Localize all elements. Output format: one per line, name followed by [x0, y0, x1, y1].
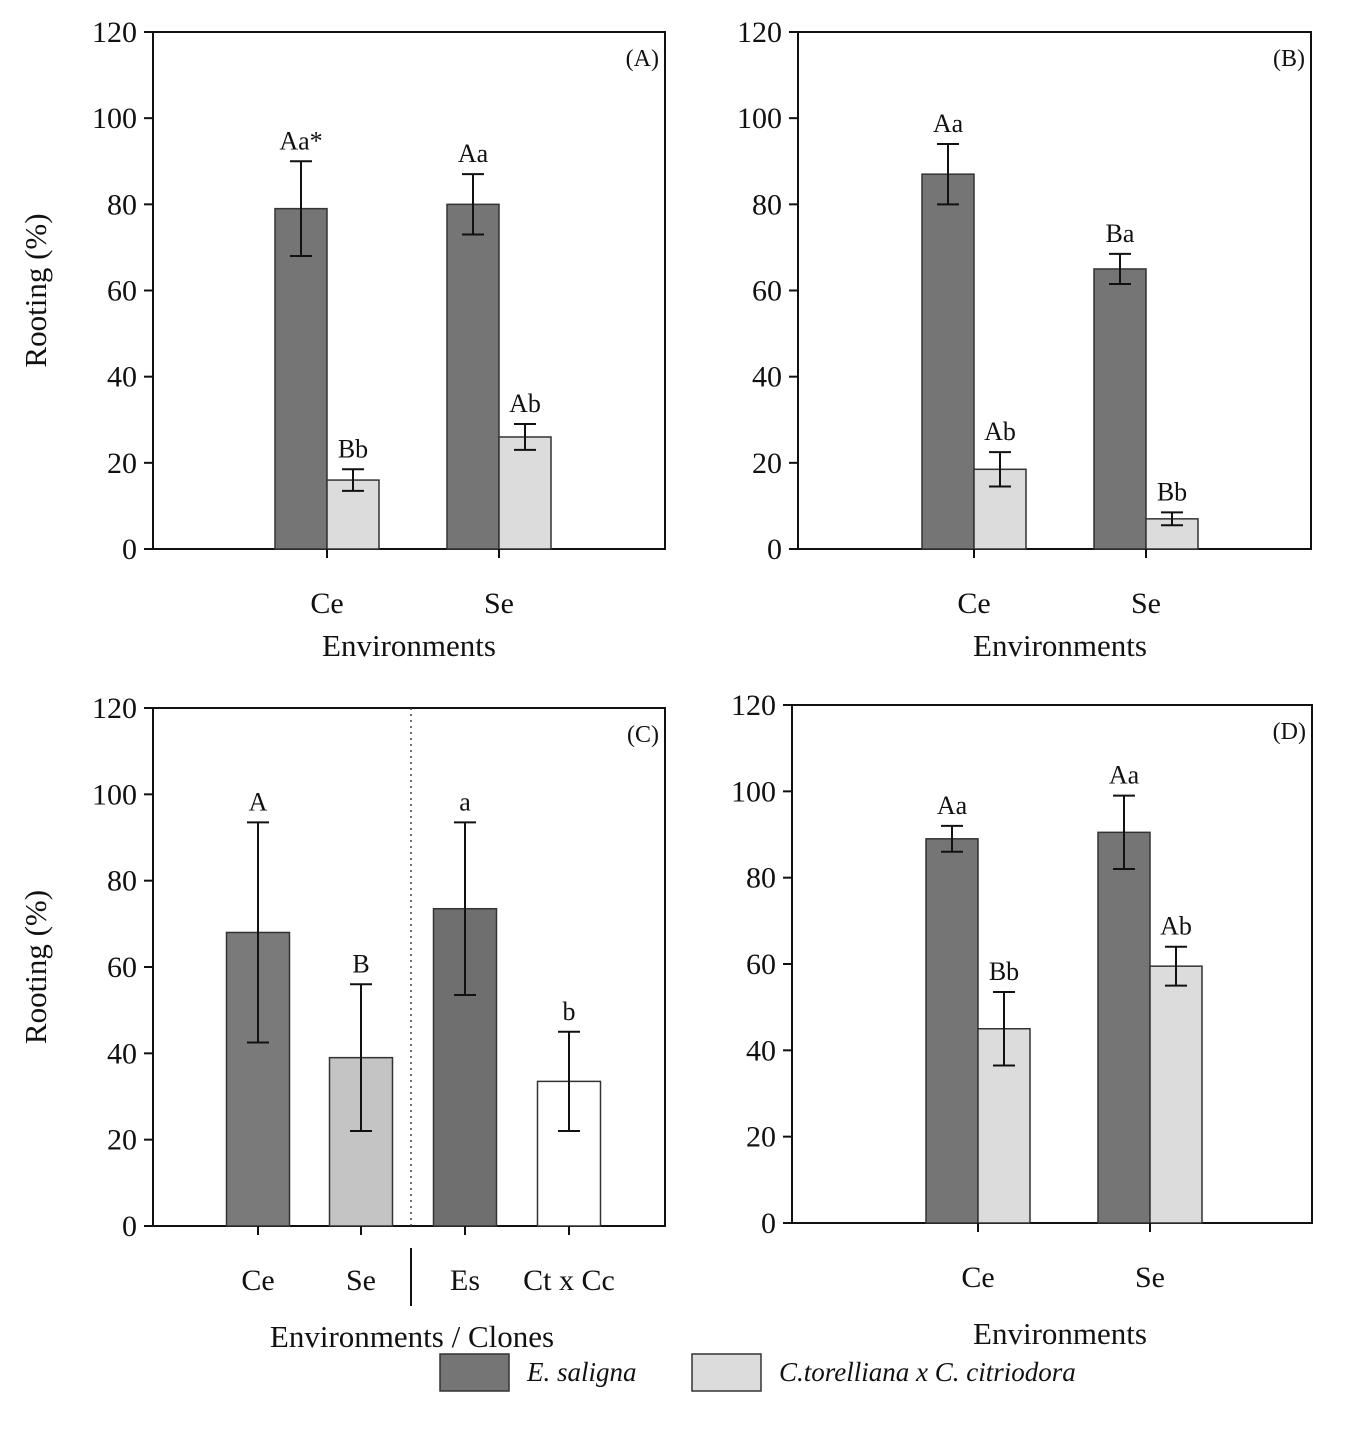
x-category-label: Se — [484, 587, 514, 620]
x-category-label: Ce — [957, 587, 990, 620]
y-tick-label: 0 — [761, 1207, 776, 1240]
y-tick-label: 40 — [107, 1037, 137, 1070]
bar-ct-x-cc-significance-label: b — [563, 997, 576, 1026]
x-category-label: Ct x Cc — [523, 1264, 615, 1297]
bar-ce-significance-label: A — [249, 787, 268, 816]
bar-se-series-1-significance-label: Aa — [1109, 761, 1140, 790]
y-tick-label: 80 — [107, 865, 137, 898]
bar-ce-series-1 — [274, 207, 328, 550]
plot-frame — [791, 704, 1313, 1224]
bar-se-series-2-significance-label: Bb — [1157, 477, 1187, 506]
x-category-label: Se — [1131, 587, 1161, 620]
y-tick-label: 40 — [746, 1034, 776, 1067]
bar-ce-series-1-significance-label: Aa — [937, 791, 968, 820]
y-tick-label: 20 — [752, 447, 782, 480]
bar-ce-series-1-significance-label: Aa — [933, 109, 964, 138]
legend-label-e-saligna: E. saligna — [526, 1357, 637, 1387]
x-category-label: Ce — [241, 1264, 274, 1297]
bar-ce-series-1-significance-label: Aa* — [279, 126, 322, 155]
bar-se-series-1-significance-label: Aa — [458, 139, 489, 168]
legend-label-c-torelliana: C.torelliana x C. citriodora — [779, 1357, 1076, 1387]
bar-se-series-2 — [1149, 965, 1203, 1224]
y-tick-label: 100 — [92, 102, 137, 135]
y-tick-label: 40 — [752, 361, 782, 394]
panel-d: 0 20 40 60 80 100 120 (D) Aa Bb Ce Aa Ab Se Environmen… — [731, 689, 1313, 1351]
y-axis-title: Rooting (%) — [18, 213, 53, 367]
panel-c: 0 20 40 60 80 100 120 (C) A Ce B Se a Es b Ct x Cc Envir… — [18, 692, 666, 1354]
bar-se-series-1 — [1097, 831, 1151, 1224]
x-axis-title: Environments — [322, 628, 496, 663]
y-tick-label: 60 — [107, 275, 137, 308]
y-tick-label: 20 — [107, 447, 137, 480]
y-tick-label: 0 — [767, 533, 782, 566]
bar-ce-series-2-significance-label: Bb — [989, 957, 1019, 986]
x-axis-title: Environments / Clones — [270, 1319, 554, 1354]
bar-ce-series-1 — [921, 173, 975, 550]
panel-tag: (B) — [1273, 46, 1305, 72]
bar-es-significance-label: a — [459, 787, 471, 816]
bar-ce-series-2-significance-label: Bb — [338, 434, 368, 463]
y-tick-label: 120 — [92, 692, 137, 725]
y-tick-label: 120 — [731, 689, 776, 722]
y-tick-label: 100 — [737, 102, 782, 135]
y-tick-label: 80 — [107, 188, 137, 221]
bar-se-series-1 — [1093, 268, 1147, 550]
legend: E. saligna C.torelliana x C. citriodora — [439, 1353, 1076, 1392]
bar-se-series-1 — [446, 203, 500, 550]
y-tick-label: 0 — [122, 533, 137, 566]
bar-se-series-2-significance-label: Ab — [509, 389, 541, 418]
panel-tag: (D) — [1273, 719, 1306, 745]
y-axis-title: Rooting (%) — [18, 890, 53, 1044]
y-tick-label: 0 — [122, 1210, 137, 1243]
bar-ce-series-1 — [925, 838, 979, 1224]
y-tick-label: 100 — [92, 778, 137, 811]
y-tick-label: 80 — [746, 862, 776, 895]
x-category-label: Ce — [961, 1261, 994, 1294]
y-tick-label: 80 — [752, 188, 782, 221]
panel-a: 0 20 40 60 80 100 120 (A) Aa* Bb Ce Aa Ab Se Environme… — [18, 16, 666, 663]
x-category-label: Se — [1135, 1261, 1165, 1294]
plot-frame — [152, 31, 666, 550]
y-tick-label: 120 — [92, 16, 137, 49]
y-tick-label: 20 — [746, 1121, 776, 1154]
x-category-label: Es — [450, 1264, 480, 1297]
legend-swatch-c-torelliana — [691, 1353, 762, 1392]
x-axis-title: Environments — [973, 1316, 1147, 1351]
y-tick-label: 60 — [752, 275, 782, 308]
plot-frame — [797, 31, 1312, 550]
y-tick-label: 20 — [107, 1124, 137, 1157]
x-category-label: Se — [346, 1264, 376, 1297]
panel-b: 0 20 40 60 80 100 120 (B) Aa Ab Ce Ba Bb Se Environmen… — [737, 16, 1312, 663]
x-axis-title: Environments — [973, 628, 1147, 663]
bar-ce-series-2-significance-label: Ab — [984, 417, 1016, 446]
y-tick-label: 100 — [731, 775, 776, 808]
y-tick-label: 120 — [737, 16, 782, 49]
bar-se-significance-label: B — [352, 949, 369, 978]
y-tick-label: 60 — [746, 948, 776, 981]
panel-tag: (C) — [627, 722, 659, 748]
y-tick-label: 60 — [107, 951, 137, 984]
x-category-label: Ce — [310, 587, 343, 620]
bar-se-series-1-significance-label: Ba — [1106, 219, 1135, 248]
panel-tag: (A) — [626, 46, 659, 72]
bar-se-series-2 — [498, 436, 552, 550]
bar-se-series-2-significance-label: Ab — [1160, 912, 1192, 941]
y-tick-label: 40 — [107, 361, 137, 394]
legend-swatch-e-saligna — [439, 1353, 510, 1392]
